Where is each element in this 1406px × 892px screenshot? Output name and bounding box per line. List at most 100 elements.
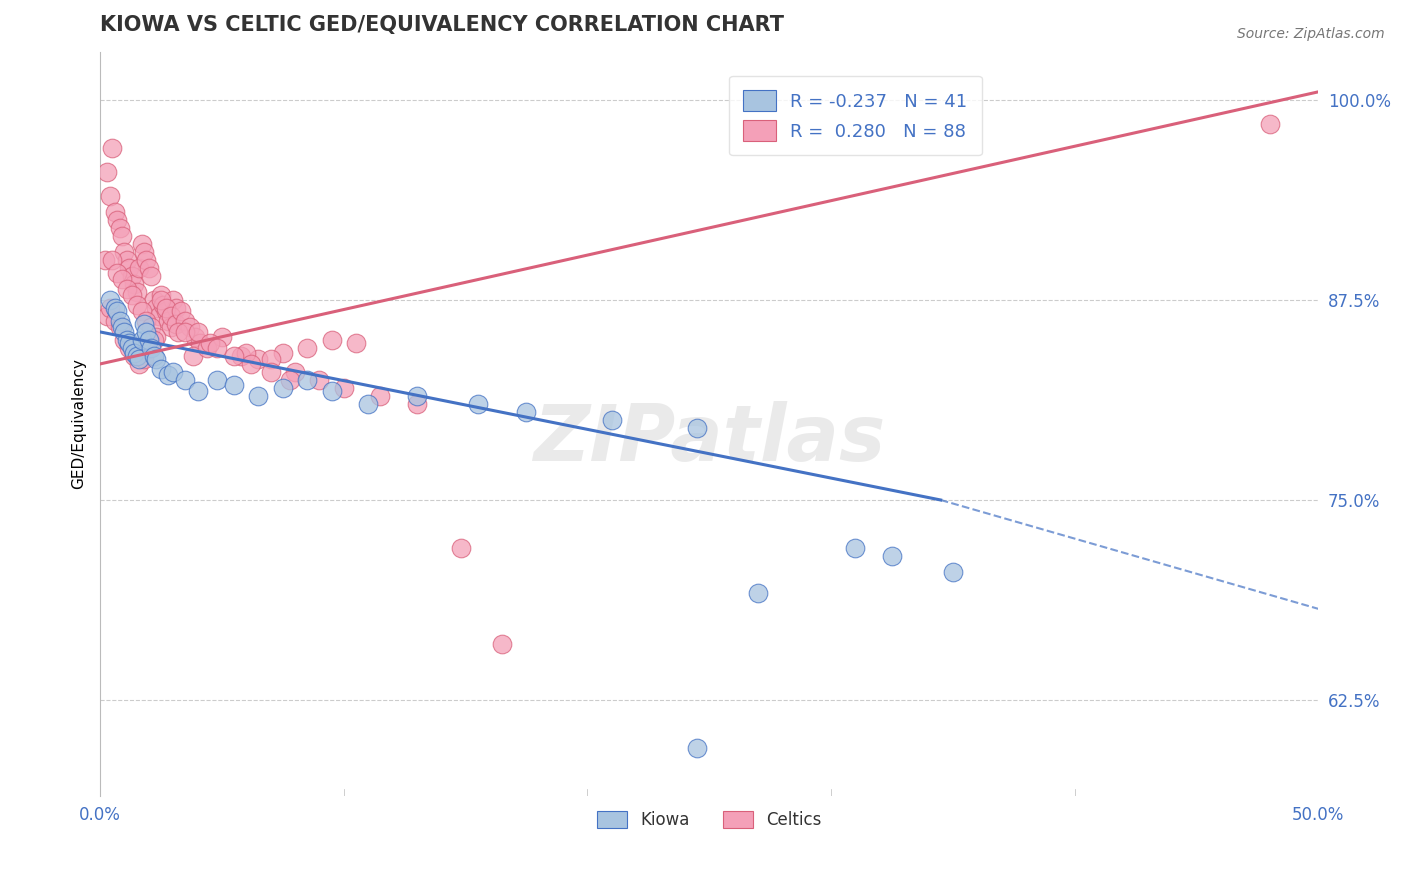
Point	[128, 357, 150, 371]
Point	[105, 266, 128, 280]
Point	[162, 365, 184, 379]
Point	[141, 320, 163, 334]
Point	[247, 389, 270, 403]
Point	[132, 317, 155, 331]
Point	[118, 260, 141, 275]
Point	[121, 288, 143, 302]
Point	[132, 352, 155, 367]
Point	[844, 541, 866, 555]
Point	[115, 282, 138, 296]
Point	[108, 220, 131, 235]
Text: KIOWA VS CELTIC GED/EQUIVALENCY CORRELATION CHART: KIOWA VS CELTIC GED/EQUIVALENCY CORRELAT…	[100, 15, 785, 35]
Point	[108, 320, 131, 334]
Point	[121, 268, 143, 283]
Point	[308, 373, 330, 387]
Point	[122, 277, 145, 291]
Point	[159, 309, 181, 323]
Point	[128, 260, 150, 275]
Point	[98, 293, 121, 307]
Point	[105, 304, 128, 318]
Point	[157, 314, 180, 328]
Point	[104, 314, 127, 328]
Point	[131, 236, 153, 251]
Point	[125, 285, 148, 299]
Point	[278, 373, 301, 387]
Point	[368, 389, 391, 403]
Point	[125, 349, 148, 363]
Point	[942, 565, 965, 579]
Point	[159, 320, 181, 334]
Point	[181, 349, 204, 363]
Point	[148, 309, 170, 323]
Point	[297, 373, 319, 387]
Point	[224, 349, 246, 363]
Point	[94, 252, 117, 267]
Point	[114, 325, 136, 339]
Point	[174, 314, 197, 328]
Point	[515, 405, 537, 419]
Point	[184, 330, 207, 344]
Point	[157, 368, 180, 383]
Point	[111, 272, 134, 286]
Point	[131, 333, 153, 347]
Point	[142, 349, 165, 363]
Point	[101, 141, 124, 155]
Point	[131, 304, 153, 318]
Point	[104, 301, 127, 315]
Point	[111, 320, 134, 334]
Point	[150, 293, 173, 307]
Point	[880, 549, 903, 563]
Point	[150, 288, 173, 302]
Point	[231, 349, 253, 363]
Point	[111, 228, 134, 243]
Point	[205, 341, 228, 355]
Point	[138, 260, 160, 275]
Point	[167, 325, 190, 339]
Point	[125, 298, 148, 312]
Text: Source: ZipAtlas.com: Source: ZipAtlas.com	[1237, 27, 1385, 41]
Point	[179, 320, 201, 334]
Point	[1258, 117, 1281, 131]
Point	[152, 298, 174, 312]
Point	[321, 384, 343, 399]
Point	[98, 301, 121, 315]
Point	[187, 325, 209, 339]
Point	[195, 341, 218, 355]
Point	[405, 389, 427, 403]
Point	[118, 336, 141, 351]
Point	[271, 345, 294, 359]
Point	[247, 352, 270, 367]
Point	[174, 373, 197, 387]
Point	[357, 397, 380, 411]
Point	[600, 413, 623, 427]
Point	[240, 357, 263, 371]
Point	[260, 352, 283, 367]
Point	[211, 330, 233, 344]
Point	[260, 365, 283, 379]
Point	[187, 384, 209, 399]
Point	[98, 189, 121, 203]
Point	[198, 336, 221, 351]
Point	[284, 365, 307, 379]
Point	[450, 541, 472, 555]
Point	[142, 293, 165, 307]
Point	[142, 333, 165, 347]
Point	[138, 341, 160, 355]
Point	[165, 301, 187, 315]
Point	[135, 314, 157, 328]
Point	[122, 345, 145, 359]
Point	[115, 252, 138, 267]
Y-axis label: GED/Equivalency: GED/Equivalency	[72, 359, 86, 490]
Point	[686, 741, 709, 756]
Point	[118, 341, 141, 355]
Point	[96, 309, 118, 323]
Point	[145, 301, 167, 315]
Point	[321, 333, 343, 347]
Point	[128, 352, 150, 367]
Point	[235, 345, 257, 359]
Point	[96, 165, 118, 179]
Point	[135, 252, 157, 267]
Point	[405, 397, 427, 411]
Point	[155, 304, 177, 318]
Point	[104, 205, 127, 219]
